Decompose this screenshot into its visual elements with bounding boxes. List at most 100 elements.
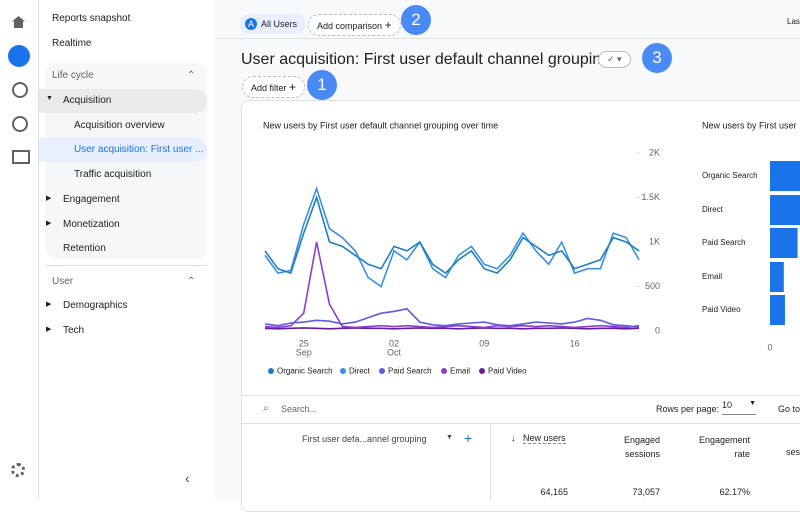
legend-dot — [379, 368, 385, 374]
y-tick-label: 1.5K — [641, 192, 660, 202]
nav-item[interactable]: User acquisition: First user ... — [74, 144, 204, 155]
x-tick-label: 02 — [389, 338, 399, 348]
legend-dot — [441, 368, 447, 374]
column-header[interactable]: New users — [523, 433, 566, 444]
bar — [770, 295, 785, 325]
bar — [770, 228, 798, 258]
date-range[interactable]: Las — [787, 17, 800, 26]
category-label: Email — [702, 272, 722, 281]
segment-badge: A — [245, 18, 257, 30]
reports-icon[interactable] — [8, 45, 30, 67]
status-chip[interactable]: ✓ ▾ — [598, 51, 631, 68]
nav-item[interactable]: Acquisition — [63, 95, 112, 106]
search[interactable]: Search... — [281, 404, 318, 414]
segment-chip[interactable]: A All Users — [240, 14, 307, 34]
column-header[interactable]: ses — [786, 447, 800, 457]
section-title[interactable]: User — [52, 276, 74, 287]
column-divider — [490, 423, 491, 500]
series-line — [264, 327, 640, 330]
x-tick-sublabel: Oct — [387, 347, 402, 357]
x-tick-label: 25 — [299, 338, 309, 348]
sidebar: Reports snapshot Realtime Life cycle ⌃ ▼… — [39, 0, 215, 500]
nav-item[interactable]: Demographics — [63, 300, 128, 311]
home-icon[interactable] — [12, 16, 25, 28]
nav-item[interactable]: Traffic acquisition — [74, 169, 152, 180]
nav-item[interactable]: Realtime — [52, 38, 92, 49]
rows-select[interactable]: 10 ▼ — [722, 400, 756, 415]
legend-label: Paid Video — [488, 367, 527, 376]
table-divider — [241, 395, 800, 396]
y-tick-label: 1K — [649, 236, 660, 246]
y-tick-label: 2K — [649, 147, 660, 157]
legend-label: Organic Search — [277, 367, 333, 376]
collapse-sidebar[interactable]: ‹ — [185, 470, 190, 486]
nav-item[interactable]: Engagement — [63, 194, 120, 205]
collapse[interactable]: ⌃ — [187, 276, 196, 287]
rows-value: 10 — [722, 400, 733, 410]
x-tick-label: 16 — [570, 338, 580, 348]
divider — [45, 265, 207, 266]
add-filter[interactable]: Add filter + — [242, 76, 306, 98]
list-icon[interactable] — [12, 150, 30, 164]
column-header[interactable]: Engaged sessions — [623, 435, 660, 459]
x-tick-sublabel: Sep — [296, 347, 312, 357]
nav-item[interactable]: Tech — [63, 325, 85, 336]
annotation: 3 — [642, 43, 672, 73]
arrow: ▶ — [46, 326, 52, 333]
bar — [770, 161, 800, 191]
rail — [0, 0, 39, 500]
add-dimension[interactable]: + — [464, 430, 473, 446]
settings-icon[interactable] — [11, 463, 25, 477]
add-comparison-label: Add comparison — [317, 21, 383, 31]
arrow: ▶ — [46, 220, 52, 227]
nav-item[interactable]: Monetization — [63, 219, 120, 230]
annotation: 1 — [307, 70, 337, 100]
collapse[interactable]: ⌃ — [187, 70, 196, 81]
series-line — [264, 307, 640, 329]
toolbar-divider — [215, 38, 800, 39]
y-tick-label: 500 — [645, 281, 660, 291]
arrow: ▶ — [46, 195, 52, 202]
active-bg — [39, 138, 207, 162]
legend-dot — [479, 368, 485, 374]
total: 73,057 — [632, 487, 660, 497]
bar — [770, 195, 800, 225]
rows-label: Rows per page: — [656, 404, 720, 414]
y-tick-label: 0 — [655, 325, 660, 335]
add-comparison[interactable]: Add comparison + — [308, 14, 401, 36]
bar — [770, 262, 784, 292]
section-title[interactable]: Life cycle — [52, 70, 94, 81]
explore-icon[interactable] — [12, 82, 28, 98]
advertising-icon[interactable] — [12, 116, 28, 132]
series-line — [264, 194, 640, 275]
series-line — [264, 186, 640, 288]
arrow: ▶ — [46, 301, 52, 308]
dropdown[interactable]: ▼ — [446, 434, 453, 441]
series-line — [264, 241, 640, 329]
nav-item[interactable]: Acquisition overview — [74, 120, 165, 131]
nav-item[interactable]: Reports snapshot — [52, 13, 131, 24]
add-filter-label: Add filter — [251, 83, 287, 93]
category-label: Paid Video — [702, 305, 741, 314]
go-to[interactable]: Go to — [778, 404, 800, 414]
table-divider — [241, 423, 800, 424]
charts: New users by First user default channel … — [263, 120, 800, 376]
sort-arrow: ↓ — [511, 433, 516, 443]
total: 64,165 — [540, 487, 568, 497]
chart-title: New users by First user default channel … — [263, 120, 498, 130]
column-header[interactable]: First user defa...annel grouping — [302, 434, 427, 444]
chart-title: New users by First user — [702, 120, 797, 130]
column-header[interactable]: Engagement rate — [698, 435, 750, 459]
x-tick-label: 0 — [767, 342, 772, 352]
card — [241, 100, 800, 512]
legend-label: Paid Search — [388, 367, 432, 376]
item-bg — [39, 89, 207, 113]
category-label: Paid Search — [702, 238, 746, 247]
page-title: User acquisition: First user default cha… — [241, 51, 611, 68]
legend-dot — [268, 368, 274, 374]
total: 62.17% — [719, 487, 750, 497]
legend-label: Email — [450, 367, 470, 376]
annotation: 2 — [401, 5, 431, 35]
nav-item[interactable]: Retention — [63, 243, 106, 254]
